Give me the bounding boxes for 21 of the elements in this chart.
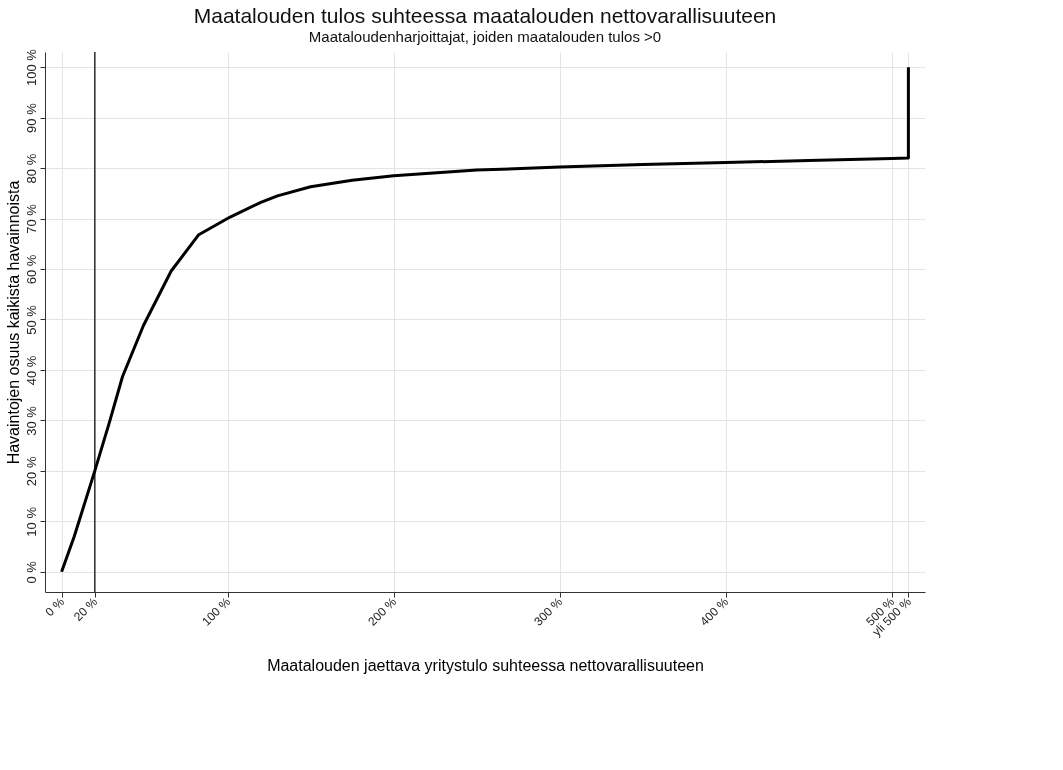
x-axis-title: Maatalouden jaettava yritystulo suhteessa nettovarallisuuteen — [267, 657, 704, 675]
chart-title: Maatalouden tulos suhteessa maatalouden nettovarallisuuteen — [193, 3, 777, 27]
y-tick-label: 80 % — [23, 153, 39, 184]
y-tick-label: 60 % — [23, 254, 39, 285]
y-tick-label: 10 % — [23, 506, 39, 537]
y-tick-label: 20 % — [23, 456, 39, 487]
x-tick-label: 100 % — [199, 594, 234, 629]
y-tick-label: 50 % — [23, 304, 39, 335]
x-tick-label: 300 % — [531, 594, 566, 629]
y-tick-label: 70 % — [23, 203, 39, 234]
x-tick-label: 20 % — [71, 594, 101, 624]
y-tick-label: 100 % — [23, 48, 39, 87]
y-tick-label: 30 % — [23, 405, 39, 436]
y-tick-label: 0 % — [23, 560, 39, 584]
x-tick-label: 0 % — [42, 594, 68, 620]
y-tick-label: 90 % — [23, 102, 39, 133]
x-tick-label: 400 % — [697, 594, 732, 629]
y-tick-label: 40 % — [23, 355, 39, 386]
y-axis-title: Havaintojen osuus kaikista havainnoista — [4, 180, 22, 465]
chart-subtitle: Maataloudenharjoittajat, joiden maatalouden tulos >0 — [308, 27, 662, 45]
x-tick-label: 200 % — [365, 594, 400, 629]
